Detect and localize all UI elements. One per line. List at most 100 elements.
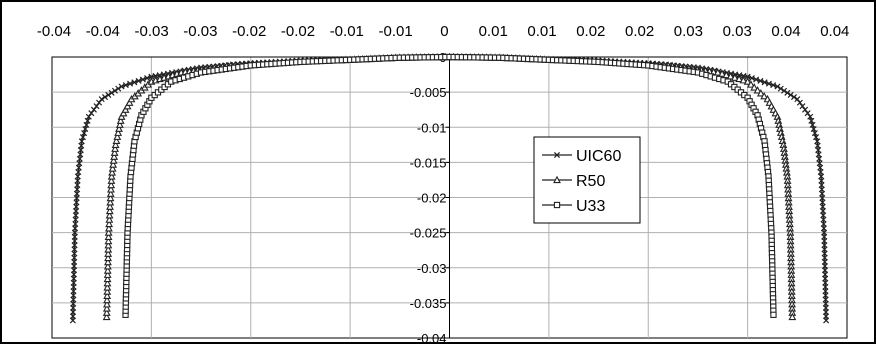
data-point bbox=[770, 311, 777, 318]
data-point bbox=[112, 136, 121, 144]
y-tick-label: -0.035 bbox=[410, 296, 447, 311]
data-point bbox=[103, 270, 112, 278]
x-tick-label: 0.03 bbox=[723, 23, 752, 40]
data-point bbox=[756, 89, 765, 97]
data-point bbox=[115, 120, 124, 128]
x-tick-label: 0.02 bbox=[625, 23, 654, 40]
y-tick-label: -0.025 bbox=[410, 226, 447, 241]
data-point bbox=[107, 180, 116, 189]
data-point bbox=[104, 253, 112, 262]
data-point bbox=[110, 148, 119, 156]
data-point bbox=[82, 125, 89, 133]
data-point bbox=[139, 76, 146, 83]
data-point bbox=[808, 117, 815, 124]
data-point bbox=[807, 113, 814, 120]
data-point bbox=[105, 215, 114, 223]
data-point bbox=[78, 138, 85, 145]
data-point bbox=[102, 304, 111, 312]
data-point bbox=[83, 121, 90, 128]
x-tick-label: 0.02 bbox=[576, 23, 605, 40]
data-point bbox=[111, 140, 120, 148]
data-point bbox=[135, 77, 142, 84]
x-tick-label: 0.01 bbox=[527, 23, 556, 40]
data-point bbox=[804, 110, 811, 117]
data-point bbox=[106, 193, 115, 202]
data-point bbox=[116, 116, 125, 124]
data-point bbox=[123, 101, 132, 110]
data-point bbox=[107, 172, 116, 180]
data-point bbox=[104, 224, 113, 232]
data-point bbox=[131, 79, 138, 86]
x-tick-label: -0.03 bbox=[134, 23, 168, 40]
data-point bbox=[794, 96, 801, 103]
data-point bbox=[103, 266, 112, 274]
legend-entry: R50 bbox=[542, 173, 605, 190]
data-point bbox=[104, 232, 113, 240]
data-point bbox=[115, 124, 123, 132]
data-point bbox=[735, 74, 744, 83]
x-tick-label: -0.04 bbox=[86, 23, 120, 40]
data-point bbox=[781, 87, 788, 94]
data-point bbox=[553, 175, 561, 184]
data-point bbox=[811, 130, 818, 137]
data-point bbox=[553, 201, 561, 209]
data-point bbox=[739, 76, 748, 84]
data-point bbox=[84, 117, 91, 124]
data-point bbox=[81, 130, 88, 137]
data-point bbox=[770, 82, 777, 89]
data-point bbox=[111, 87, 118, 94]
data-point bbox=[810, 125, 817, 133]
data-point bbox=[799, 103, 806, 110]
data-point bbox=[119, 108, 128, 117]
y-tick-label: -0.015 bbox=[410, 155, 447, 170]
legend-label: R50 bbox=[576, 173, 605, 190]
data-point bbox=[88, 110, 95, 117]
y-tick-label: -0.01 bbox=[417, 120, 447, 135]
data-point bbox=[777, 85, 784, 92]
data-point bbox=[125, 98, 134, 106]
data-point bbox=[104, 228, 113, 236]
data-point bbox=[103, 262, 112, 270]
data-point bbox=[104, 249, 113, 257]
data-point bbox=[105, 219, 114, 228]
data-point bbox=[103, 291, 112, 299]
data-point bbox=[107, 185, 115, 193]
y-tick-label: -0.04 bbox=[417, 331, 447, 344]
x-tick-label: -0.04 bbox=[37, 23, 71, 40]
data-point bbox=[103, 295, 111, 304]
data-point bbox=[107, 176, 116, 184]
x-tick-label: 0.03 bbox=[674, 23, 703, 40]
data-point bbox=[748, 75, 755, 82]
data-point bbox=[90, 106, 97, 113]
data-point bbox=[117, 112, 126, 120]
data-point bbox=[122, 82, 129, 89]
data-point bbox=[104, 257, 112, 266]
y-tick-label: -0.02 bbox=[417, 191, 447, 206]
data-point bbox=[796, 99, 803, 106]
data-point bbox=[757, 77, 764, 84]
legend: UIC60 R50 U33 bbox=[533, 136, 641, 224]
data-point bbox=[753, 86, 762, 94]
data-point bbox=[96, 99, 103, 106]
x-tick-label: -0.03 bbox=[183, 23, 217, 40]
x-tick-label: -0.01 bbox=[330, 23, 364, 40]
data-point bbox=[750, 83, 759, 91]
data-point bbox=[761, 79, 768, 86]
data-point bbox=[108, 89, 115, 96]
data-point bbox=[115, 85, 122, 92]
legend-label: U33 bbox=[576, 198, 605, 215]
legend-entry: UIC60 bbox=[542, 148, 621, 165]
data-point bbox=[144, 75, 151, 82]
x-tick-label: 0.04 bbox=[820, 23, 849, 40]
data-point bbox=[760, 91, 769, 100]
data-point bbox=[103, 278, 112, 287]
data-point bbox=[106, 198, 115, 206]
data-point bbox=[113, 132, 122, 140]
data-point bbox=[110, 152, 119, 160]
data-point bbox=[118, 83, 125, 90]
data-point bbox=[121, 105, 130, 113]
legend-label: UIC60 bbox=[576, 148, 621, 165]
data-point bbox=[79, 134, 86, 141]
data-point bbox=[103, 299, 111, 308]
